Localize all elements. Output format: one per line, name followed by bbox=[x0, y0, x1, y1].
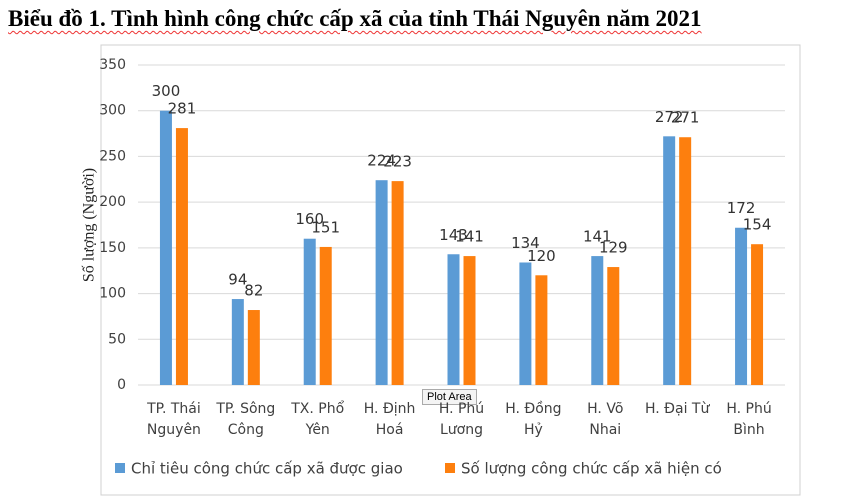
legend-swatch bbox=[115, 463, 125, 473]
value-label: 300 bbox=[152, 82, 181, 100]
y-axis-label: Số lượng (Người) bbox=[81, 168, 98, 282]
bar bbox=[591, 256, 604, 385]
y-tick-label: 0 bbox=[117, 377, 126, 393]
x-tick-label: TP. Thái Nguyên bbox=[146, 401, 201, 438]
y-tick-label: 50 bbox=[108, 331, 126, 347]
bar bbox=[375, 180, 388, 385]
y-tick-label: 150 bbox=[99, 240, 126, 256]
y-tick-label: 100 bbox=[99, 286, 126, 302]
x-tick-label: H. Định Hoá bbox=[363, 401, 416, 438]
legend-label: Chỉ tiêu công chức cấp xã được giao bbox=[131, 460, 403, 478]
bar bbox=[535, 275, 548, 385]
bar bbox=[175, 128, 188, 386]
chart-title: Biểu đồ 1. Tình hình công chức cấp xã củ… bbox=[8, 6, 702, 31]
bar bbox=[447, 254, 460, 385]
bar bbox=[519, 262, 532, 385]
bar bbox=[679, 137, 692, 385]
value-label: 281 bbox=[168, 100, 197, 118]
value-label: 94 bbox=[228, 271, 247, 289]
bar bbox=[663, 136, 676, 385]
value-label: 143 bbox=[439, 226, 468, 244]
x-tick-label: H. Võ Nhai bbox=[587, 401, 624, 438]
x-tick-label: TX. Phổ Yên bbox=[291, 401, 345, 438]
bar bbox=[319, 246, 332, 385]
legend-label: Số lượng công chức cấp xã hiện có bbox=[461, 460, 722, 478]
value-label: 160 bbox=[295, 210, 324, 228]
bar bbox=[607, 267, 620, 385]
y-tick-label: 200 bbox=[99, 194, 126, 210]
value-label: 154 bbox=[743, 216, 772, 234]
value-label: 120 bbox=[527, 247, 556, 265]
bar bbox=[463, 256, 476, 385]
legend-swatch bbox=[445, 463, 455, 473]
value-label: 224 bbox=[367, 152, 396, 170]
value-label: 151 bbox=[311, 218, 340, 236]
value-label: 141 bbox=[583, 228, 612, 246]
bar bbox=[391, 181, 404, 385]
value-label: 272 bbox=[655, 108, 684, 126]
x-tick-label: H. Phú Bình bbox=[726, 401, 772, 438]
bar bbox=[735, 227, 748, 385]
tooltip: Plot Area bbox=[422, 389, 477, 405]
value-label: 129 bbox=[599, 239, 628, 257]
y-tick-label: 300 bbox=[99, 103, 126, 119]
y-tick-label: 350 bbox=[99, 57, 126, 73]
x-tick-label: TP. Sông Công bbox=[216, 401, 276, 438]
bar bbox=[303, 238, 316, 385]
bar bbox=[751, 244, 764, 385]
value-label: 141 bbox=[455, 228, 484, 246]
bar bbox=[231, 299, 244, 385]
x-tick-label: H. Phú Lương bbox=[438, 401, 485, 438]
value-label: 82 bbox=[244, 282, 263, 300]
y-tick-label: 250 bbox=[99, 148, 126, 164]
chart-frame bbox=[100, 44, 801, 496]
value-label: 271 bbox=[671, 109, 700, 127]
value-label: 172 bbox=[727, 199, 756, 217]
bar bbox=[159, 110, 172, 385]
x-tick-label: H. Đồng Hỷ bbox=[505, 401, 562, 438]
x-tick-label: H. Đại Từ bbox=[644, 401, 710, 417]
bar bbox=[247, 310, 260, 385]
value-label: 134 bbox=[511, 234, 540, 252]
value-label: 223 bbox=[383, 153, 412, 171]
